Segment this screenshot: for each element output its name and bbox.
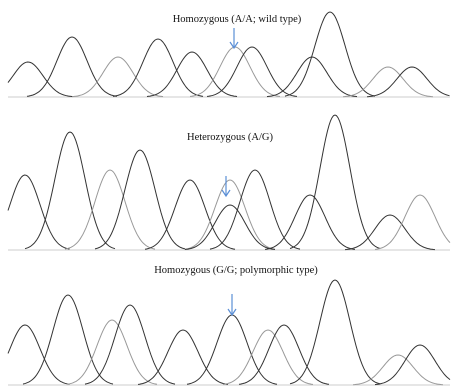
trace-peak (267, 57, 357, 97)
trace-peak (8, 62, 73, 97)
trace-peak (8, 175, 70, 249)
trace-peak (27, 37, 117, 96)
trace-peak (375, 345, 450, 385)
trace-peak (95, 150, 185, 249)
panel-title: Homozygous (A/A; wild type) (173, 14, 302, 25)
trace-peak (290, 280, 380, 384)
arrow (228, 294, 236, 315)
trace-peak (345, 215, 435, 250)
trace-peak (265, 195, 355, 249)
arrow (230, 28, 238, 48)
chromatogram-figure: Homozygous (A/A; wild type) Heterozygous… (0, 0, 453, 389)
trace-peak (290, 115, 380, 249)
trace-peak (353, 355, 443, 385)
trace-peak (113, 39, 203, 96)
trace-peak (147, 52, 237, 97)
trace-peak (67, 320, 157, 384)
trace-peak (223, 330, 313, 384)
panel-title: Homozygous (G/G; polymorphic type) (154, 265, 318, 276)
trace-peak (343, 67, 433, 97)
trace-peak (85, 305, 175, 384)
panel-title: Heterozygous (A/G) (187, 132, 274, 143)
trace-peak (25, 132, 115, 249)
trace-peak (375, 195, 450, 249)
trace-peak (8, 325, 70, 384)
trace-peak (73, 57, 163, 97)
traces (8, 12, 450, 385)
trace-peak (187, 315, 277, 384)
